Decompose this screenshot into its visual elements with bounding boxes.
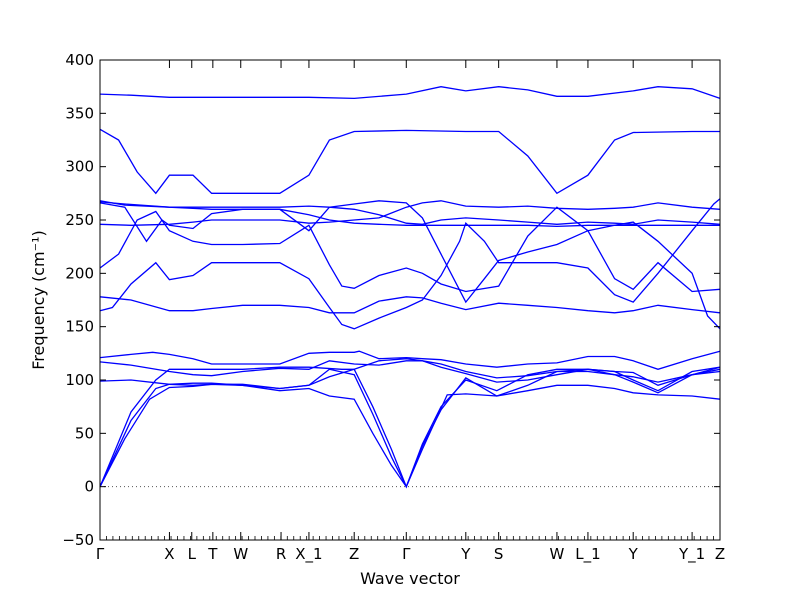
- y-tick-label: −50: [62, 531, 94, 549]
- phonon-branch-14: [99, 128, 720, 195]
- phonon-branch-3: [99, 383, 721, 489]
- x-axis-title: Wave vector: [360, 569, 460, 588]
- series-layer: [99, 86, 721, 489]
- phonon-branch-13: [99, 200, 720, 228]
- x-tick-label: Y: [628, 545, 639, 563]
- y-axis-title: Frequency (cm⁻¹): [29, 230, 48, 369]
- phonon-branch-8: [99, 296, 721, 314]
- x-tick-label: X: [164, 545, 174, 563]
- phonon-branch-6: [99, 350, 721, 370]
- phonon-branch-11: [99, 201, 721, 225]
- x-tick-label: R: [276, 545, 286, 563]
- x-tick-label: Y_1: [678, 545, 705, 564]
- x-tick-label: X_1: [295, 545, 322, 564]
- x-tick-label: Z: [349, 545, 359, 563]
- phonon-branch-9: [99, 206, 721, 293]
- y-tick-label: 50: [75, 424, 94, 442]
- x-tick-label: W: [233, 545, 248, 563]
- phonon-branch-4: [99, 358, 721, 390]
- y-tick-label: 0: [84, 478, 94, 496]
- y-tick-label: 300: [65, 158, 94, 176]
- x-tick-label: W: [550, 545, 565, 563]
- y-tick-label: 250: [65, 211, 94, 229]
- phonon-branch-12: [99, 200, 721, 226]
- y-tick-label: 100: [65, 371, 94, 389]
- x-tick-label: Γ: [402, 545, 411, 563]
- phonon-branch-5: [99, 360, 721, 386]
- x-tick-label: S: [494, 545, 504, 563]
- y-axis-ticks: −50 0 50 100 150 200 250 300 350 400: [62, 51, 720, 549]
- x-tick-label: Y: [460, 545, 471, 563]
- x-tick-label: Γ: [96, 545, 105, 563]
- y-tick-label: 350: [65, 104, 94, 122]
- y-tick-label: 200: [65, 264, 94, 282]
- phonon-branch-15: [99, 86, 721, 100]
- x-tick-label: T: [207, 545, 218, 563]
- y-tick-label: 400: [65, 51, 94, 69]
- x-tick-label: L_1: [575, 545, 600, 564]
- x-tick-label: L: [188, 545, 197, 563]
- x-axis-ticks: Γ X L T W R X_1 Z Γ Y S W L_1 Y Y_1 Z: [96, 60, 725, 564]
- phonon-branch-7: [99, 198, 721, 330]
- y-tick-label: 150: [65, 318, 94, 336]
- phonon-branch-10: [99, 200, 721, 330]
- x-tick-label: Z: [715, 545, 725, 563]
